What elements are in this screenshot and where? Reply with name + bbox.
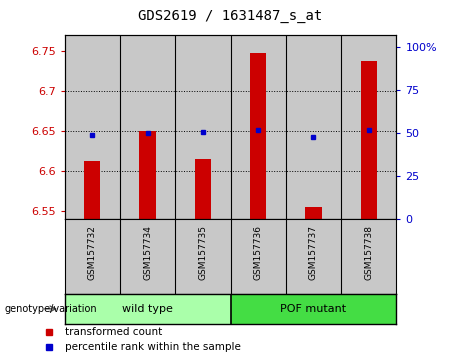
Text: GSM157732: GSM157732 — [88, 225, 97, 280]
Bar — [305, 207, 322, 219]
Text: GDS2619 / 1631487_s_at: GDS2619 / 1631487_s_at — [138, 9, 323, 23]
Bar — [341, 35, 396, 219]
Text: GSM157735: GSM157735 — [198, 225, 207, 280]
Bar — [250, 53, 266, 219]
Bar — [139, 131, 156, 219]
Text: GSM157734: GSM157734 — [143, 225, 152, 280]
Bar — [175, 35, 230, 219]
Text: GSM157737: GSM157737 — [309, 225, 318, 280]
Text: transformed count: transformed count — [65, 327, 163, 337]
Bar — [65, 35, 120, 219]
Text: percentile rank within the sample: percentile rank within the sample — [65, 342, 241, 352]
Bar — [84, 161, 100, 219]
Text: GSM157738: GSM157738 — [364, 225, 373, 280]
Text: GSM157736: GSM157736 — [254, 225, 263, 280]
Bar — [286, 35, 341, 219]
Bar — [230, 294, 396, 324]
Bar — [230, 35, 286, 219]
Text: POF mutant: POF mutant — [280, 304, 347, 314]
Bar — [361, 61, 377, 219]
Bar — [195, 159, 211, 219]
Text: genotype/variation: genotype/variation — [5, 304, 97, 314]
Text: wild type: wild type — [122, 304, 173, 314]
Bar — [65, 294, 230, 324]
Bar — [120, 35, 175, 219]
